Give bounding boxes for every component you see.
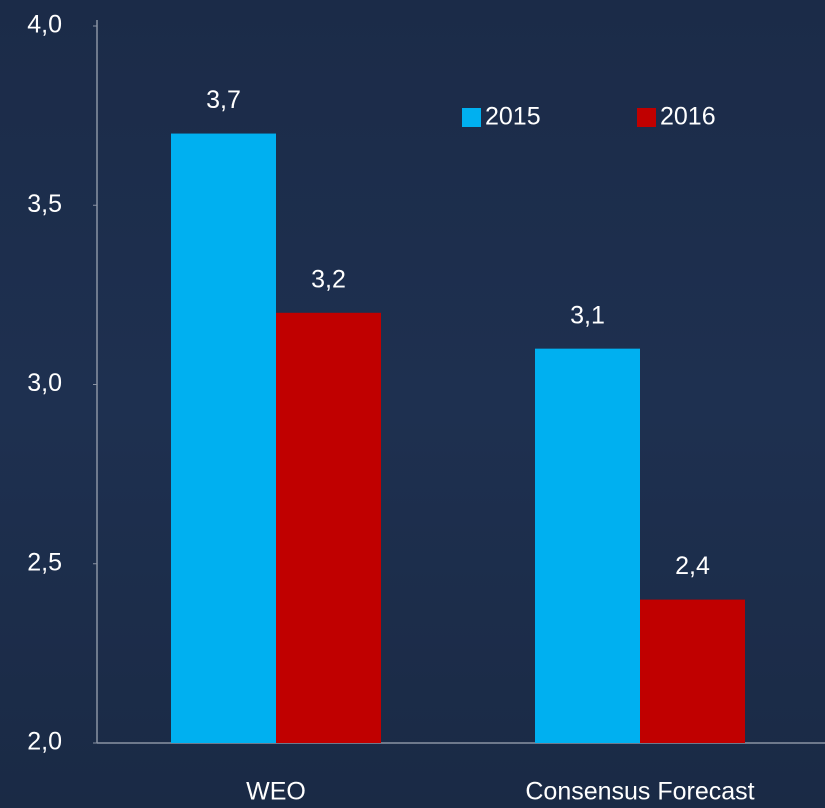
legend-label: 2015 — [485, 103, 541, 131]
bar — [535, 348, 640, 743]
y-tick-label: 3,0 — [27, 369, 62, 397]
bar — [640, 599, 745, 743]
legend-swatch — [462, 108, 481, 127]
bar — [171, 133, 276, 744]
legend-label: 2016 — [660, 103, 716, 131]
x-tick-label: Consensus Forecast — [525, 778, 754, 806]
legend-swatch — [637, 108, 656, 127]
y-tick-label: 2,0 — [27, 728, 62, 756]
value-label: 3,7 — [206, 86, 241, 114]
y-tick-label: 3,5 — [27, 190, 62, 218]
value-label: 3,1 — [570, 301, 605, 329]
y-tick-label: 4,0 — [27, 11, 62, 39]
value-label: 2,4 — [675, 552, 710, 580]
bar — [276, 312, 381, 743]
value-label: 3,2 — [311, 265, 346, 293]
y-tick-label: 2,5 — [27, 548, 62, 576]
x-tick-label: WEO — [246, 778, 306, 806]
